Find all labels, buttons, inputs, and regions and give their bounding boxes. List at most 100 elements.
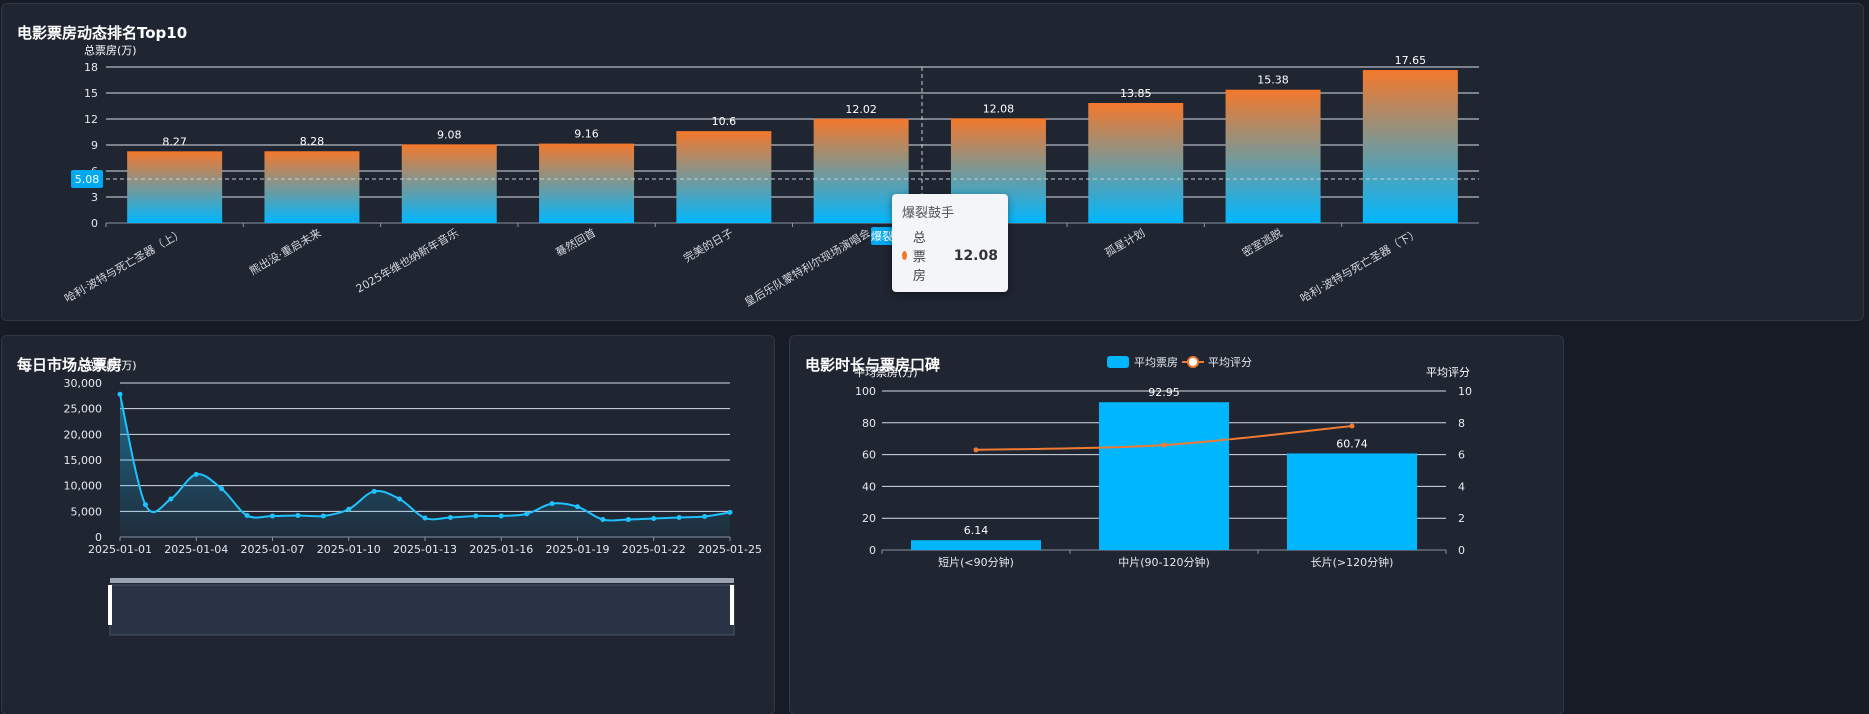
y-left-tick-label: 100 [855, 385, 876, 398]
x-tick-label: 哈利·波特与死亡圣器（上） [62, 225, 186, 305]
data-point [524, 511, 530, 517]
y-left-axis-name: 平均票房(万) [854, 366, 918, 379]
y-tick-label: 0 [95, 531, 102, 544]
y-right-tick-label: 4 [1458, 480, 1465, 493]
bar [127, 151, 223, 223]
x-tick-label: 长片(>120分钟) [1311, 555, 1394, 569]
bar-value-label: 6.14 [964, 524, 989, 537]
x-tick-label: 2025-01-22 [622, 543, 686, 556]
y-left-tick-label: 60 [862, 449, 876, 462]
bar-value-label: 9.16 [574, 128, 599, 141]
x-tick-label: 中片(90-120分钟) [1118, 555, 1210, 569]
y-right-axis-name: 平均评分 [1426, 366, 1470, 379]
data-point [575, 504, 580, 510]
y-right-tick-label: 2 [1458, 512, 1465, 525]
y-tick-label: 15,000 [64, 454, 103, 467]
daily-panel: 每日市场总票房 总票房(万) 0 5,000 10,000 15,000 20,000 25… [1, 335, 775, 714]
y-tick-label: 5,000 [71, 505, 103, 518]
rating-point [1161, 442, 1167, 448]
datazoom-handle-right [730, 585, 734, 625]
bar [264, 151, 360, 223]
y-right-tick-label: 10 [1458, 385, 1472, 398]
bar [676, 131, 772, 223]
y-left-tick-label: 0 [869, 544, 876, 557]
y-right-tick-label: 8 [1458, 417, 1465, 430]
x-tick-label: 2025-01-04 [164, 543, 228, 556]
y-tick-label: 15 [84, 87, 98, 100]
data-point [168, 496, 174, 502]
bar-value-label: 8.27 [162, 135, 187, 148]
data-point [117, 391, 123, 397]
ranking-title: 电影票房动态排名Top10 [17, 24, 188, 42]
tooltip-series-dot [902, 251, 907, 260]
data-point [625, 517, 631, 523]
bar-value-label: 13.85 [1120, 87, 1152, 100]
x-tick-label: 哈利·波特与死亡圣器（下） [1298, 225, 1422, 305]
bar [1099, 402, 1229, 550]
x-tick-label: 蓦然回首 [553, 225, 598, 259]
y-tick-label: 0 [91, 217, 98, 230]
y-tick-label: 10,000 [64, 480, 103, 493]
data-point [219, 486, 225, 492]
y-tick-label: 25,000 [64, 403, 103, 416]
data-point [295, 512, 301, 518]
duration-panel: 电影时长与票房口碑 平均票房 平均评分 平均票房(万) 平均评分 0 20 40 60 80 10… [789, 335, 1564, 714]
tooltip-value: 12.08 [953, 247, 998, 264]
mark-line-badge [71, 169, 103, 188]
data-point [397, 496, 403, 502]
x-tick-label: 2025-01-16 [469, 543, 533, 556]
data-point [702, 513, 708, 519]
data-point [600, 517, 606, 523]
legend-line-marker [1187, 356, 1199, 368]
bar [401, 144, 497, 223]
datazoom-handle-left [108, 585, 112, 625]
data-point [346, 506, 352, 512]
x-tick-label: 2025-01-19 [546, 543, 610, 556]
x-tick-label: 孤星计划 [1103, 226, 1148, 259]
bar-value-label: 17.65 [1395, 54, 1427, 67]
datazoom-track [109, 584, 735, 636]
data-point [727, 509, 733, 515]
daily-chart[interactable]: 总票房(万) 0 5,000 10,000 15,000 20,000 25,000 30,0… [2, 336, 775, 714]
y-tick-label: 30,000 [64, 377, 103, 390]
ranking-tooltip: 爆裂鼓手 总票房 12.08 [892, 194, 1008, 292]
y-tick-label: 9 [91, 139, 98, 152]
mark-line-label: 5.08 [75, 173, 100, 186]
x-tick-label: 2025-01-01 [88, 543, 152, 556]
bar [911, 540, 1041, 550]
bar [1287, 453, 1417, 550]
tooltip-row: 总票房 12.08 [902, 227, 998, 284]
bar-value-label: 60.74 [1336, 437, 1368, 450]
bar-value-label: 9.08 [437, 128, 462, 141]
y-left-tick-label: 80 [862, 417, 876, 430]
bar [1225, 89, 1321, 223]
y-tick-label: 20,000 [64, 428, 103, 441]
y-right-tick-label: 0 [1458, 544, 1465, 557]
bar-value-label: 12.02 [845, 103, 877, 116]
x-tick-label: 2025年维也纳新年音乐 [353, 225, 460, 295]
data-point [320, 513, 326, 519]
x-tick-label: 熊出没·重启未来 [247, 225, 324, 277]
data-point [651, 516, 657, 522]
tooltip-series-name: 总票房 [912, 231, 926, 284]
y-left-tick-label: 20 [862, 512, 876, 525]
data-point [498, 513, 504, 519]
bar-value-label: 10.6 [712, 115, 737, 128]
data-point [473, 513, 479, 519]
y-tick-label: 18 [84, 61, 98, 74]
data-point [193, 471, 199, 477]
legend-line-label: 平均评分 [1208, 356, 1252, 369]
bar-value-label: 92.95 [1148, 386, 1180, 399]
tooltip-title: 爆裂鼓手 [902, 206, 955, 221]
x-tick-label: 2025-01-10 [317, 543, 381, 556]
area-fill [120, 394, 730, 537]
x-tick-label: 2025-01-07 [241, 543, 305, 556]
y-axis-name: 总票房(万) [84, 358, 137, 372]
legend-bar-label: 平均票房 [1134, 356, 1178, 369]
x-tick-label: 2025-01-25 [698, 543, 762, 556]
rating-point [1349, 423, 1355, 429]
x-tick-label: 完美的日子 [681, 225, 736, 265]
bar [1362, 70, 1458, 224]
bar-value-label: 15.38 [1257, 74, 1289, 87]
